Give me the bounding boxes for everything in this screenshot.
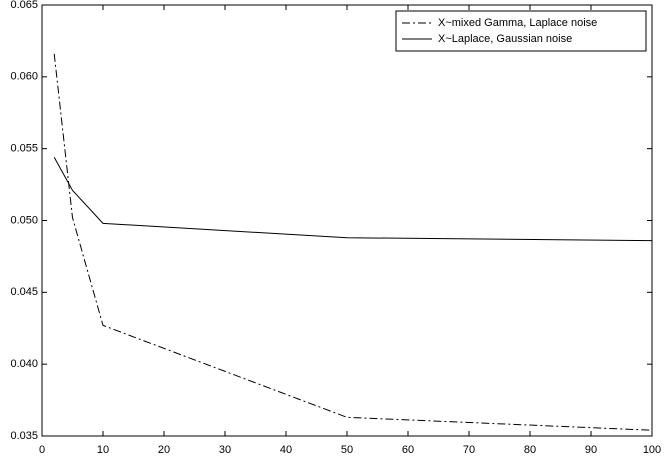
x-tick-label: 10 (97, 444, 109, 456)
y-tick-label: 0.050 (10, 214, 38, 226)
x-tick-label: 60 (402, 444, 414, 456)
legend-label: X~mixed Gamma, Laplace noise (438, 17, 597, 29)
x-tick-label: 70 (463, 444, 475, 456)
x-tick-label: 20 (158, 444, 170, 456)
series-line (53, 157, 653, 242)
x-tick-label: 90 (585, 444, 597, 456)
x-tick-label: 0 (39, 444, 45, 456)
y-tick-label: 0.040 (10, 358, 38, 370)
legend-box (395, 10, 647, 52)
plot-frame (41, 4, 653, 437)
x-tick-label: 80 (524, 444, 536, 456)
y-tick-label: 0.045 (10, 286, 38, 298)
x-tick-label: 40 (280, 444, 292, 456)
x-tick-label: 50 (341, 444, 353, 456)
y-tick-label: 0.060 (10, 71, 38, 83)
y-tick-label: 0.035 (10, 430, 38, 442)
series-line (53, 53, 653, 431)
y-tick-label: 0.065 (10, 0, 38, 11)
y-tick-label: 0.055 (10, 143, 38, 155)
x-tick-label: 30 (219, 444, 231, 456)
legend-label: X~Laplace, Gaussian noise (438, 33, 572, 45)
x-tick-label: 100 (643, 444, 661, 456)
